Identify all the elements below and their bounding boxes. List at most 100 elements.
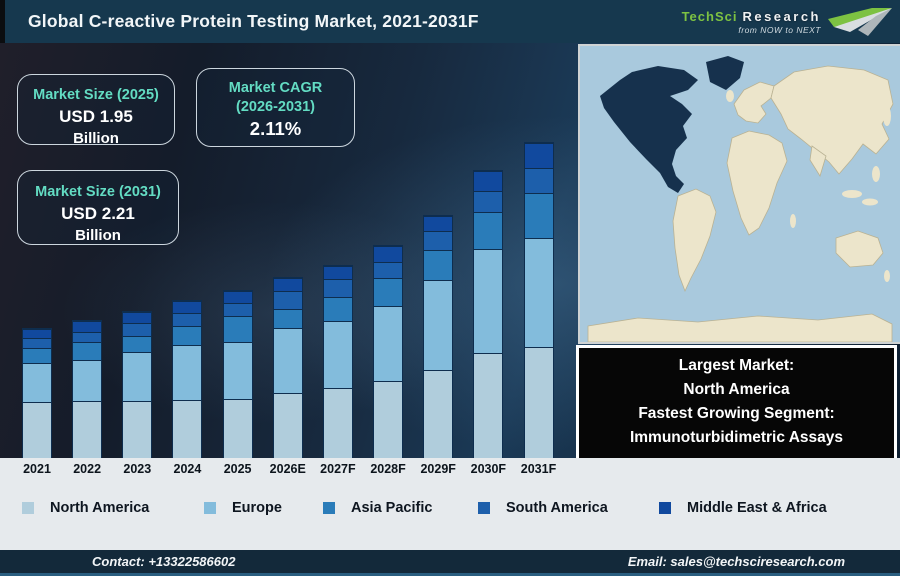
region-india bbox=[809, 145, 827, 177]
x-tick-2022: 2022 bbox=[73, 462, 102, 476]
segment-europe bbox=[374, 306, 403, 381]
segment-asia-pacific bbox=[123, 336, 152, 352]
segment-asia-pacific bbox=[223, 316, 252, 342]
continent-australia bbox=[835, 230, 884, 268]
segment-europe bbox=[273, 328, 302, 393]
x-axis: 2021 2022 2023 2024 2025 2026E 2027F 2028F 2029F… bbox=[0, 458, 572, 484]
segment-asia-pacific bbox=[374, 278, 403, 306]
segment-middle-east-africa bbox=[374, 246, 403, 262]
market-highlight-box: Largest Market: North America Fastest Gr… bbox=[576, 345, 897, 461]
box-value: 2.11% bbox=[249, 118, 302, 139]
legend: North America Europe Asia Pacific South Ame… bbox=[0, 500, 900, 524]
chart-background: Market Size (2025) USD 1.95 Billion Mark… bbox=[0, 43, 900, 461]
box-unit: Billion bbox=[73, 130, 119, 147]
legend-item-south-america: South America bbox=[478, 500, 608, 516]
bar-chart bbox=[0, 43, 572, 459]
legend-item-europe: Europe bbox=[204, 500, 282, 516]
legend-label: South America bbox=[506, 500, 608, 516]
edge-strip bbox=[0, 0, 5, 43]
segment-north-america bbox=[23, 402, 51, 458]
region-japan bbox=[883, 106, 891, 126]
bar-2021 bbox=[22, 328, 52, 459]
bar-2025 bbox=[222, 290, 253, 459]
box-title-line2: (2026-2031) bbox=[236, 99, 315, 115]
x-tick-2027F: 2027F bbox=[320, 462, 356, 476]
region-philippines bbox=[872, 166, 880, 182]
x-tick-2031F: 2031F bbox=[520, 462, 557, 476]
segment-south-america bbox=[23, 338, 51, 348]
x-tick-2025: 2025 bbox=[223, 462, 252, 476]
x-tick-2021: 2021 bbox=[23, 462, 51, 476]
segment-europe bbox=[223, 342, 252, 399]
segment-south-america bbox=[123, 323, 152, 336]
x-tick-2023: 2023 bbox=[123, 462, 152, 476]
segment-middle-east-africa bbox=[73, 321, 102, 332]
region-indonesia bbox=[842, 190, 862, 198]
region-madagascar bbox=[790, 214, 796, 228]
segment-south-america bbox=[173, 313, 202, 326]
legend-item-asia-pacific: Asia Pacific bbox=[323, 500, 432, 516]
segment-middle-east-africa bbox=[424, 216, 453, 231]
legend-swatch bbox=[22, 502, 34, 514]
segment-south-america bbox=[424, 231, 453, 250]
bar-2030F bbox=[473, 170, 504, 459]
segment-asia-pacific bbox=[424, 250, 453, 280]
continent-south-america bbox=[672, 188, 717, 293]
segment-asia-pacific bbox=[323, 297, 352, 321]
segment-asia-pacific bbox=[73, 342, 102, 360]
market-size-2031-box: Market Size (2031) USD 2.21 Billion bbox=[17, 170, 179, 245]
segment-south-america bbox=[524, 168, 553, 193]
box-unit: Billion bbox=[75, 227, 121, 244]
segment-north-america bbox=[323, 388, 352, 458]
segment-north-america bbox=[474, 353, 503, 458]
box-title: Market Size (2025) bbox=[33, 87, 159, 103]
segment-asia-pacific bbox=[273, 309, 302, 328]
legend-label: Asia Pacific bbox=[351, 500, 433, 516]
legend-item-north-america: North America bbox=[22, 500, 149, 516]
highlight-line: Largest Market: bbox=[678, 357, 795, 374]
footer-email: Email: sales@techsciresearch.com bbox=[627, 554, 845, 569]
bar-2031F bbox=[523, 142, 554, 459]
techsci-logo: TechSci Research from NOW to NEXT bbox=[682, 4, 892, 40]
title-bar: Global C-reactive Protein Testing Market… bbox=[0, 0, 900, 43]
segment-europe bbox=[474, 249, 503, 353]
segment-middle-east-africa bbox=[524, 143, 553, 168]
segment-south-america bbox=[223, 303, 252, 316]
bar-2024 bbox=[172, 300, 203, 459]
continent-europe bbox=[733, 81, 775, 124]
segment-europe bbox=[73, 360, 102, 401]
highlight-line: Fastest Growing Segment: bbox=[638, 405, 835, 422]
legend-swatch bbox=[204, 502, 216, 514]
segment-south-america bbox=[374, 262, 403, 278]
continent-asia bbox=[770, 65, 894, 175]
segment-middle-east-africa bbox=[123, 312, 152, 323]
continent-africa bbox=[726, 130, 788, 236]
segment-north-america bbox=[123, 401, 152, 458]
segment-asia-pacific bbox=[23, 348, 51, 363]
bar-2022 bbox=[72, 320, 103, 459]
legend-item-middle-east-africa: Middle East & Africa bbox=[659, 500, 827, 516]
segment-middle-east-africa bbox=[273, 278, 302, 291]
highlight-line: North America bbox=[683, 381, 790, 398]
bar-2023 bbox=[122, 311, 153, 459]
logo-brand: TechSci bbox=[681, 9, 738, 24]
logo-text: TechSci Research from NOW to NEXT bbox=[682, 9, 821, 35]
segment-south-america bbox=[323, 279, 352, 297]
segment-europe bbox=[524, 238, 553, 347]
footer-contact: Contact: +13322586602 bbox=[92, 554, 236, 569]
world-map bbox=[580, 46, 900, 343]
segment-europe bbox=[123, 352, 152, 401]
x-tick-2028F: 2028F bbox=[370, 462, 406, 476]
segment-middle-east-africa bbox=[23, 329, 51, 338]
segment-north-america bbox=[73, 401, 102, 458]
x-tick-2024: 2024 bbox=[173, 462, 202, 476]
segment-south-america bbox=[73, 332, 102, 342]
bar-2029F bbox=[423, 215, 454, 459]
market-cagr-box: Market CAGR (2026-2031) 2.11% bbox=[196, 68, 355, 147]
segment-europe bbox=[23, 363, 51, 402]
segment-north-america bbox=[524, 347, 553, 458]
logo-tagline: from NOW to NEXT bbox=[738, 25, 821, 35]
box-value: USD 2.21 bbox=[61, 204, 135, 223]
highlight-line: Immunoturbidimetric Assays bbox=[629, 429, 844, 446]
region-greenland bbox=[706, 56, 744, 90]
